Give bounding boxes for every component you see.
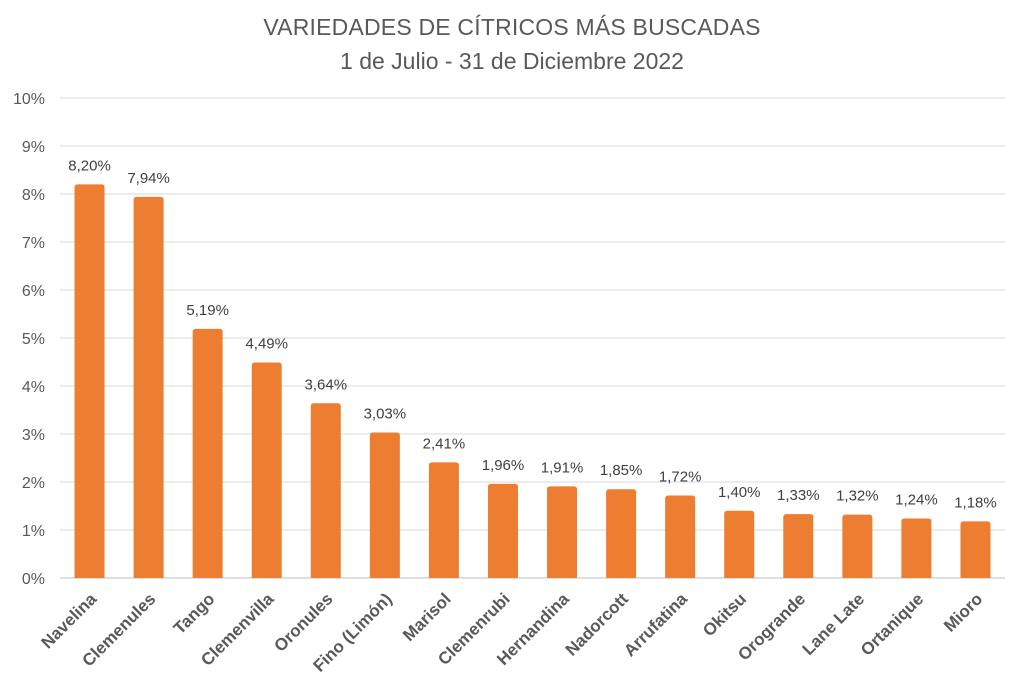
data-label: 1,72%: [659, 468, 702, 485]
category-label: Ortanique: [857, 589, 927, 659]
bar: [842, 514, 873, 578]
bar: [369, 432, 400, 578]
y-tick-label: 9%: [22, 139, 45, 156]
data-label: 3,03%: [364, 406, 407, 423]
chart-title-block: VARIEDADES DE CÍTRICOS MÁS BUSCADAS 1 de…: [0, 10, 1024, 78]
category-label: Arrufatina: [620, 589, 691, 660]
y-tick-label: 8%: [22, 187, 45, 204]
data-label: 1,91%: [541, 459, 584, 476]
chart-subtitle: 1 de Julio - 31 de Diciembre 2022: [340, 48, 684, 74]
category-label: Mioro: [940, 589, 986, 635]
bar: [133, 196, 164, 578]
bar: [606, 489, 637, 578]
data-label: 2,41%: [423, 435, 466, 452]
bar: [428, 462, 459, 578]
bar: [960, 521, 991, 578]
data-label: 8,20%: [68, 157, 111, 174]
y-tick-label: 0%: [22, 571, 45, 588]
y-tick-label: 1%: [22, 523, 45, 540]
bar: [783, 514, 814, 578]
data-label: 3,64%: [305, 376, 348, 393]
data-label: 1,18%: [954, 494, 997, 511]
data-label: 1,85%: [600, 462, 643, 479]
category-label: Okitsu: [699, 589, 750, 640]
bar: [901, 518, 932, 578]
bar: [487, 483, 518, 578]
data-label: 1,33%: [777, 487, 820, 504]
data-label: 7,94%: [127, 170, 170, 187]
y-tick-label: 7%: [22, 235, 45, 252]
y-tick-label: 6%: [22, 283, 45, 300]
y-tick-label: 5%: [22, 331, 45, 348]
bar: [192, 328, 223, 578]
y-tick-label: 10%: [13, 91, 45, 108]
y-tick-label: 3%: [22, 427, 45, 444]
data-label: 1,24%: [895, 491, 938, 508]
chart-title: VARIEDADES DE CÍTRICOS MÁS BUSCADAS: [263, 14, 761, 40]
category-label: Tango: [170, 589, 219, 638]
y-tick-label: 4%: [22, 379, 45, 396]
data-label: 1,40%: [718, 484, 761, 501]
bar: [74, 184, 105, 578]
y-tick-label: 2%: [22, 475, 45, 492]
category-label: Marisol: [399, 589, 455, 645]
bar: [724, 510, 755, 578]
data-label: 5,19%: [186, 302, 229, 319]
bar: [547, 486, 578, 578]
bar: [251, 362, 282, 578]
data-label: 4,49%: [245, 335, 288, 352]
bar: [665, 495, 696, 578]
bar: [310, 403, 341, 578]
data-label: 1,32%: [836, 488, 879, 505]
data-label: 1,96%: [482, 457, 525, 474]
category-label: Lane Late: [799, 589, 869, 659]
